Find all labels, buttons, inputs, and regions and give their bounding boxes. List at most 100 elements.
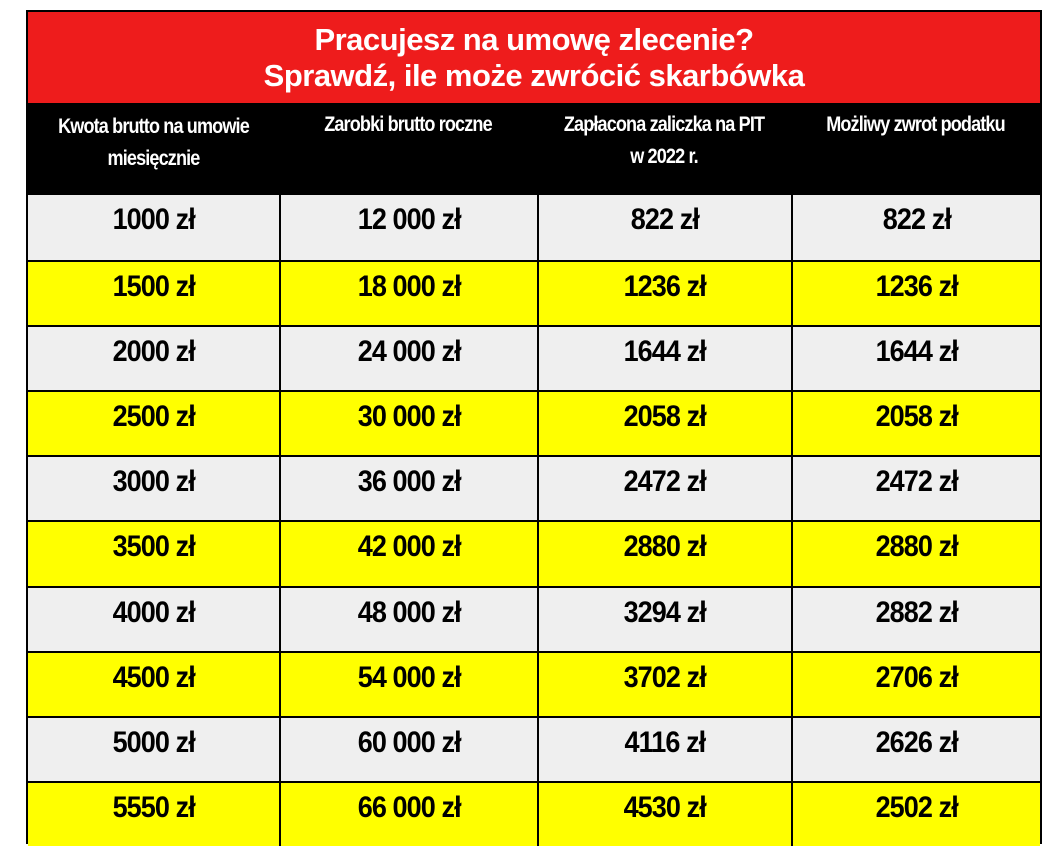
cell-value: 3702 zł — [623, 660, 707, 694]
cell-possible-refund: 2502 zł — [791, 782, 1040, 846]
cell-value: 3294 zł — [623, 595, 707, 629]
cell-paid-advance: 2058 zł — [537, 392, 791, 456]
table-row: 5000 zł 60 000 zł 4116 zł 2626 zł — [28, 715, 1040, 781]
cell-value: 4000 zł — [112, 595, 195, 629]
table-frame: Pracujesz na umowę zlecenie? Sprawdź, il… — [26, 10, 1042, 846]
table-row: 3500 zł 42 000 zł 2880 zł 2880 zł — [28, 520, 1040, 586]
cell-value: 2472 zł — [875, 465, 958, 499]
cell-value: 2626 zł — [875, 725, 958, 759]
column-header-annual-gross: Zarobki brutto roczne — [324, 113, 492, 136]
cell-possible-refund: 822 zł — [791, 195, 1040, 261]
cell-value: 2880 zł — [875, 530, 958, 564]
table-header: Kwota brutto na umowie miesięcznie Zarob… — [28, 103, 1040, 195]
cell-value: 24 000 zł — [357, 335, 462, 369]
title-bar: Pracujesz na umowę zlecenie? Sprawdź, il… — [28, 12, 1040, 103]
cell-value: 822 zł — [630, 203, 700, 236]
cell-possible-refund: 2472 zł — [791, 457, 1040, 521]
cell-monthly-gross: 5000 zł — [28, 718, 279, 781]
cell-annual-gross: 60 000 zł — [279, 717, 537, 781]
cell-monthly-gross: 3000 zł — [28, 457, 279, 520]
cell-annual-gross: 36 000 zł — [279, 457, 537, 521]
cell-value: 1236 zł — [623, 270, 707, 304]
cell-value: 2058 zł — [875, 400, 958, 434]
cell-annual-gross: 66 000 zł — [279, 782, 537, 846]
table-row: 5550 zł 66 000 zł 4530 zł 2502 zł — [28, 780, 1040, 846]
cell-possible-refund: 1644 zł — [791, 327, 1040, 391]
cell-possible-refund: 2882 zł — [791, 587, 1040, 651]
cell-value: 60 000 zł — [357, 725, 462, 759]
cell-annual-gross: 24 000 zł — [279, 327, 537, 391]
cell-value: 18 000 zł — [357, 270, 462, 304]
table-row: 1000 zł 12 000 zł 822 zł 822 zł — [28, 195, 1040, 261]
table-row: 2000 zł 24 000 zł 1644 zł 1644 zł — [28, 325, 1040, 391]
cell-value: 5550 zł — [112, 790, 195, 824]
cell-value: 66 000 zł — [357, 790, 462, 824]
cell-value: 4500 zł — [112, 660, 195, 694]
cell-value: 3000 zł — [112, 465, 195, 499]
cell-monthly-gross: 1000 zł — [28, 195, 279, 260]
cell-annual-gross: 12 000 zł — [279, 195, 537, 261]
cell-value: 3500 zł — [112, 530, 195, 564]
title-line-2: Sprawdź, ile może zwrócić skarbówka — [263, 57, 805, 93]
cell-value: 36 000 zł — [357, 465, 462, 499]
cell-value: 1644 zł — [875, 335, 958, 369]
column-header-possible-refund: Możliwy zwrot podatku — [826, 113, 1005, 136]
cell-possible-refund: 2706 zł — [791, 652, 1040, 716]
table-row: 3000 zł 36 000 zł 2472 zł 2472 zł — [28, 455, 1040, 521]
cell-value: 4530 zł — [623, 790, 707, 824]
cell-paid-advance: 4116 zł — [537, 717, 791, 781]
cell-value: 2502 zł — [875, 790, 958, 824]
cell-paid-advance: 4530 zł — [537, 782, 791, 846]
cell-paid-advance: 2880 zł — [537, 522, 791, 586]
cell-value: 54 000 zł — [357, 660, 462, 694]
cell-paid-advance: 2472 zł — [537, 457, 791, 521]
cell-value: 48 000 zł — [357, 595, 462, 629]
cell-value: 1644 zł — [623, 335, 707, 369]
cell-value: 1000 zł — [112, 203, 195, 236]
cell-monthly-gross: 5550 zł — [28, 783, 279, 846]
cell-value: 1500 zł — [112, 270, 195, 304]
cell-paid-advance: 1236 zł — [537, 262, 791, 326]
cell-possible-refund: 2058 zł — [791, 392, 1040, 456]
cell-possible-refund: 2880 zł — [791, 522, 1040, 586]
cell-value: 2706 zł — [875, 660, 958, 694]
cell-paid-advance: 822 zł — [537, 195, 791, 261]
cell-value: 12 000 zł — [357, 203, 462, 236]
table-row: 4500 zł 54 000 zł 3702 zł 2706 zł — [28, 650, 1040, 716]
cell-value: 4116 zł — [624, 725, 707, 759]
title-line-1: Pracujesz na umowę zlecenie? — [314, 21, 754, 57]
cell-value: 2880 zł — [623, 530, 707, 564]
cell-annual-gross: 18 000 zł — [279, 262, 537, 326]
cell-monthly-gross: 1500 zł — [28, 262, 279, 325]
cell-monthly-gross: 2000 zł — [28, 327, 279, 390]
cell-value: 42 000 zł — [357, 530, 462, 564]
cell-possible-refund: 1236 zł — [791, 262, 1040, 326]
table-body: 1000 zł 12 000 zł 822 zł 822 zł 1500 zł 18 00… — [28, 195, 1040, 846]
cell-value: 2882 zł — [875, 595, 958, 629]
cell-value: 2500 zł — [112, 400, 195, 434]
table-row: 2500 zł 30 000 zł 2058 zł 2058 zł — [28, 390, 1040, 456]
cell-value: 5000 zł — [112, 725, 195, 759]
cell-annual-gross: 48 000 zł — [279, 587, 537, 651]
table-row: 1500 zł 18 000 zł 1236 zł 1236 zł — [28, 260, 1040, 326]
cell-paid-advance: 1644 zł — [537, 327, 791, 391]
cell-paid-advance: 3702 zł — [537, 652, 791, 716]
column-header-paid-advance: Zapłacona zaliczka na PIT w 2022 r. — [563, 113, 765, 168]
cell-annual-gross: 54 000 zł — [279, 652, 537, 716]
table-row: 4000 zł 48 000 zł 3294 zł 2882 zł — [28, 585, 1040, 651]
cell-value: 2000 zł — [112, 335, 195, 369]
cell-value: 2472 zł — [623, 465, 707, 499]
cell-monthly-gross: 4500 zł — [28, 653, 279, 716]
cell-monthly-gross: 4000 zł — [28, 588, 279, 651]
cell-paid-advance: 3294 zł — [537, 587, 791, 651]
cell-value: 2058 zł — [623, 400, 707, 434]
cell-monthly-gross: 2500 zł — [28, 392, 279, 455]
cell-value: 30 000 zł — [357, 400, 462, 434]
cell-possible-refund: 2626 zł — [791, 717, 1040, 781]
cell-value: 822 zł — [882, 203, 951, 236]
cell-annual-gross: 30 000 zł — [279, 392, 537, 456]
cell-value: 1236 zł — [875, 270, 958, 304]
column-header-monthly-gross: Kwota brutto na umowie miesięcznie — [58, 115, 250, 170]
cell-monthly-gross: 3500 zł — [28, 522, 279, 585]
cell-annual-gross: 42 000 zł — [279, 522, 537, 586]
